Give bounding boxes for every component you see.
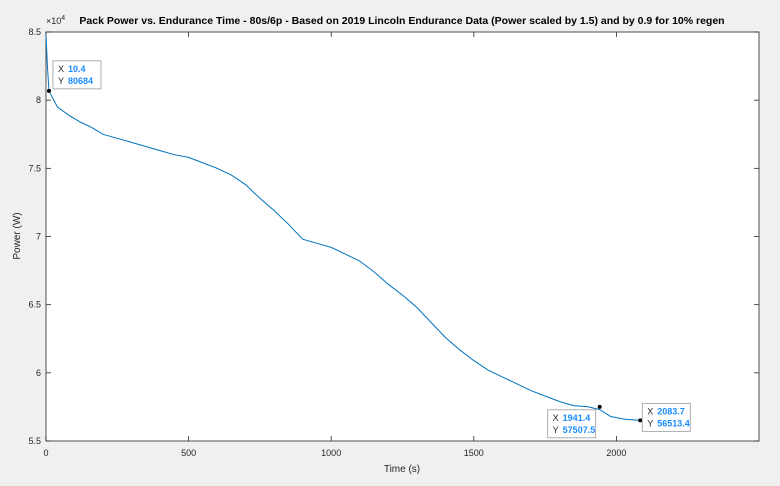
y-tick-label: 6 bbox=[36, 368, 41, 378]
datatip-x-value: 2083.7 bbox=[657, 406, 685, 416]
x-tick-label: 1500 bbox=[464, 448, 484, 458]
chart-title: Pack Power vs. Endurance Time - 80s/6p -… bbox=[79, 15, 724, 27]
power-series-line bbox=[45, 34, 641, 421]
y-tick-label: 7.5 bbox=[28, 163, 41, 173]
x-tick-label: 0 bbox=[43, 448, 48, 458]
y-tick-label: 5.5 bbox=[28, 436, 41, 446]
datatip-box[interactable] bbox=[547, 409, 597, 439]
datatip-x-label: X bbox=[647, 406, 653, 416]
y-tick-label: 7 bbox=[36, 232, 41, 242]
x-axis-label: Time (s) bbox=[384, 464, 420, 475]
y-tick-label: 8 bbox=[36, 95, 41, 105]
x-tick-label: 2000 bbox=[606, 448, 626, 458]
datatip-marker[interactable] bbox=[46, 88, 51, 93]
datatip-y-label: Y bbox=[647, 418, 653, 428]
datatip-x-value: 1941.4 bbox=[563, 413, 591, 423]
x-tick-label: 1000 bbox=[321, 448, 341, 458]
datatip-x-value: 10.4 bbox=[68, 64, 86, 74]
datatip-y-label: Y bbox=[58, 76, 64, 86]
datatip-box[interactable] bbox=[52, 60, 102, 90]
datatip-marker[interactable] bbox=[638, 418, 643, 423]
y-exponent-label: ×104 bbox=[46, 15, 65, 26]
y-tick-label: 6.5 bbox=[28, 300, 41, 310]
y-tick-label: 8.5 bbox=[28, 27, 41, 37]
datatip-y-value: 57507.5 bbox=[563, 425, 596, 435]
datatip-x-label: X bbox=[553, 413, 559, 423]
datatip-y-value: 56513.4 bbox=[657, 418, 690, 428]
y-axis-ticks: 5.5 6 6.5 7 7.5 8 8.5 bbox=[28, 27, 759, 446]
datatip-marker[interactable] bbox=[597, 404, 602, 409]
datatip-y-label: Y bbox=[553, 425, 559, 435]
datatip-x-label: X bbox=[58, 64, 64, 74]
x-axis-ticks: 0 500 1000 1500 2000 bbox=[43, 32, 626, 458]
datatip-box[interactable] bbox=[641, 402, 691, 432]
y-axis-label: Power (W) bbox=[12, 212, 23, 259]
datatips-layer: X 10.4 Y 80684 X 1941.4 Y 57507.5 X 2083.7 Y 56513.… bbox=[46, 60, 691, 439]
x-tick-label: 500 bbox=[181, 448, 196, 458]
axes-background bbox=[45, 31, 760, 442]
datatip-y-value: 80684 bbox=[68, 76, 93, 86]
